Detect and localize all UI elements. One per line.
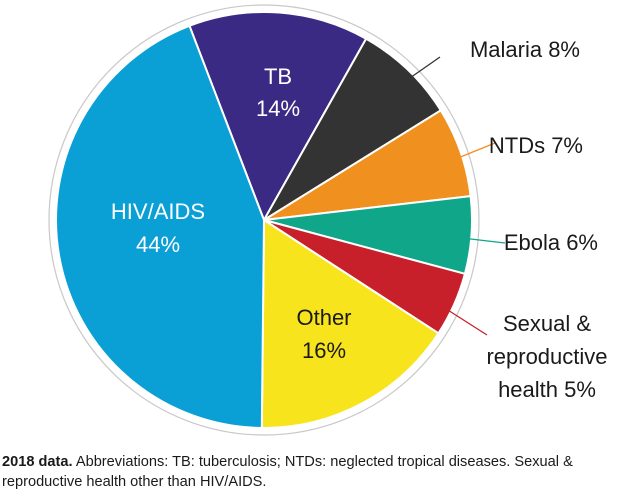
leader-line-sexual-reproductive-health — [439, 304, 488, 336]
pie-slice-malaria — [263, 37, 443, 221]
pie-chart: TB 14% Malaria 8% NTDs 7% Ebola 6% Sexual & re… — [48, 4, 608, 436]
slice-label-hiv-aids-2: 44% — [136, 232, 180, 257]
pie-slice-hiv-aids — [55, 24, 266, 430]
slice-label-hiv-aids-1: HIV/AIDS — [111, 199, 205, 224]
slice-label-ntds-1: NTDs 7% — [489, 133, 583, 158]
slice-label-other-1: Other — [296, 305, 351, 330]
slice-label-tb-2: 14% — [256, 96, 300, 121]
slice-label-sexual-reproductive-health-1: Sexual & — [503, 311, 591, 336]
slice-label-ebola-1: Ebola 6% — [504, 230, 598, 255]
slice-label-sexual-reproductive-health-2: reproductive — [486, 344, 607, 369]
slice-label-other-2: 16% — [302, 338, 346, 363]
slice-label-tb-1: TB — [264, 64, 292, 89]
slice-label-malaria-1: Malaria 8% — [470, 37, 580, 62]
caption-text: Abbreviations: TB: tuberculosis; NTDs: n… — [2, 454, 573, 490]
caption-bold: 2018 data. — [2, 454, 73, 470]
pie-slice-other — [260, 218, 440, 429]
pie-slice-tb — [188, 11, 368, 223]
leader-line-ebola — [461, 237, 506, 244]
chart-caption: 2018 data. Abbreviations: TB: tuberculos… — [2, 452, 624, 492]
leader-line-malaria — [396, 56, 441, 88]
slice-label-sexual-reproductive-health-3: health 5% — [498, 377, 596, 402]
leader-line-ntds — [457, 142, 496, 159]
outer-ring — [48, 4, 480, 436]
